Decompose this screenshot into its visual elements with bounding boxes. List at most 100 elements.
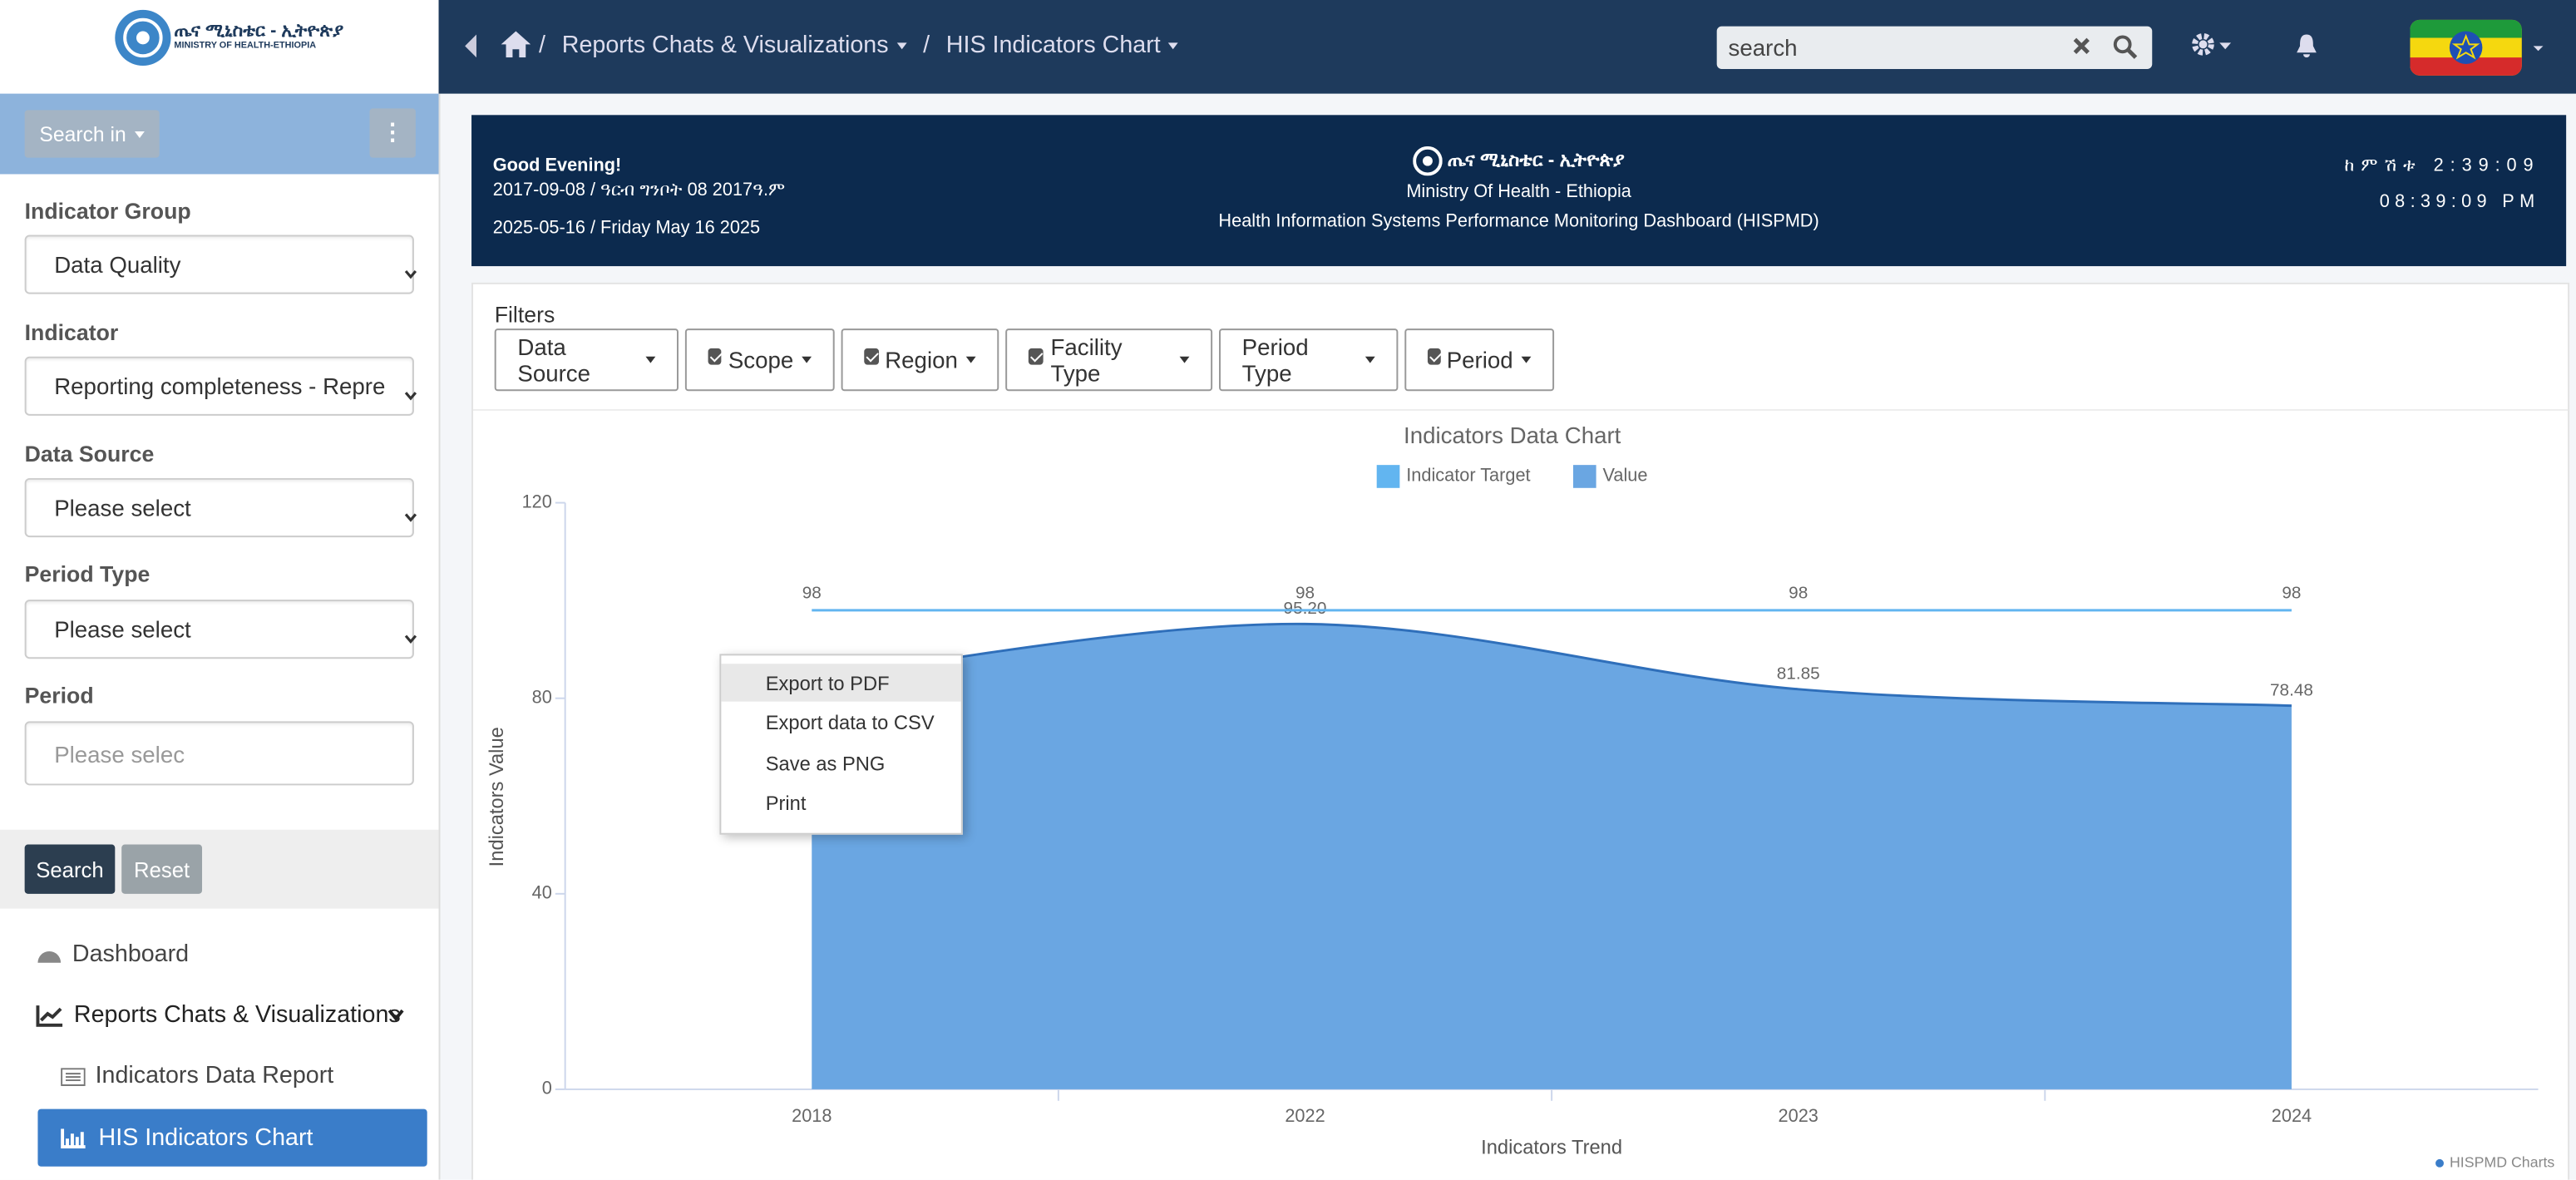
select-value: Please select — [54, 494, 191, 521]
menu-item[interactable]: Save as PNG — [765, 751, 886, 775]
home-icon[interactable] — [501, 31, 531, 58]
checkbox — [1028, 348, 1044, 365]
data-label: 98 — [1789, 584, 1808, 603]
menu-item[interactable]: Print — [765, 792, 807, 815]
caret — [1179, 356, 1190, 363]
nav-label: Reports Chats & Visualizations — [73, 1002, 401, 1029]
search-box[interactable]: search — [1716, 26, 2153, 69]
x-tick-label: 2023 — [1779, 1105, 1818, 1126]
field-label: Indicator Group — [24, 199, 191, 224]
checkbox — [708, 348, 722, 365]
org-amharic-text: ጤና ሚኒስቴር - ኢትዮጵያ — [1447, 151, 1625, 171]
checkbox — [864, 348, 879, 365]
logo-icon — [115, 9, 171, 67]
input[interactable]: Please selec — [24, 721, 414, 786]
breadcrumb-item[interactable]: Reports Chats & Visualizations — [561, 32, 889, 60]
org-amharic: ጤና ሚኒስቴር - ኢትዮጵያ — [471, 146, 2566, 176]
filter-button[interactable]: Scope — [684, 328, 835, 392]
y-axis-title: Indicators Value — [486, 727, 508, 866]
legend-label: Value — [1603, 465, 1648, 486]
filter-label: Facility Type — [1050, 333, 1123, 387]
field-label: Period — [24, 683, 94, 708]
select-value: Please select — [54, 615, 191, 643]
gregorian-date: 2025-05-16 / Friday May 16 2025 — [492, 218, 761, 239]
nav-label: Indicators Data Report — [95, 1063, 334, 1089]
time-amharic: ከምሽቱ 2:39:09 — [2344, 156, 2540, 176]
legend-swatch — [1572, 465, 1596, 488]
legend-label: Indicator Target — [1406, 465, 1530, 486]
filter-button[interactable]: Facility Type — [1005, 328, 1213, 392]
caret — [645, 356, 656, 363]
caret — [1364, 356, 1375, 363]
select[interactable]: Please select — [24, 477, 417, 538]
field-label: Data Source — [24, 442, 155, 467]
credits: HISPMD Charts — [2450, 1154, 2554, 1171]
nav-data-report[interactable]: Indicators Data Report — [61, 1061, 333, 1091]
org-name: Ministry Of Health - Ethiopia — [1406, 182, 1631, 203]
search-placeholder: search — [1728, 34, 1798, 62]
search-in-label: Search in — [39, 122, 126, 146]
select[interactable]: Data Quality — [24, 235, 417, 294]
filters-title: Filters — [494, 302, 555, 328]
filter-button[interactable]: Period — [1404, 328, 1555, 392]
x-tick-label: 2018 — [792, 1105, 832, 1126]
chart-title: Indicators Data Chart — [1404, 422, 1621, 448]
nav-his-chart[interactable]: HIS Indicators Chart — [37, 1108, 427, 1167]
y-tick-label: 80 — [532, 686, 552, 707]
field-label: Indicator — [24, 320, 119, 345]
select[interactable]: Please select — [24, 600, 417, 659]
value-area — [812, 624, 2292, 1089]
language-flag[interactable] — [2410, 19, 2544, 79]
caret — [802, 356, 812, 363]
system-name: Health Information Systems Performance M… — [1218, 211, 1819, 232]
settings-icon[interactable] — [2192, 33, 2234, 60]
search-in-button[interactable]: Search in — [24, 110, 160, 158]
filter-label: Region — [885, 346, 958, 373]
filter-label: Period — [1446, 346, 1513, 373]
y-tick-label: 0 — [542, 1078, 552, 1099]
filter-label: Scope — [728, 346, 794, 373]
sidebar: ጤና ሚኒስቴር - ኢትዮጵያ MINISTRY OF HEALTH-ETHI… — [0, 0, 441, 1180]
nav-label: Dashboard — [72, 941, 190, 968]
caret — [965, 356, 976, 363]
notifications-icon[interactable] — [2295, 33, 2318, 60]
top-bar: / Reports Chats & Visualizations / HIS Indi… — [438, 0, 2576, 94]
nav-label: HIS Indicators Chart — [98, 1124, 313, 1152]
x-tick-label: 2022 — [1285, 1105, 1325, 1126]
select[interactable]: Reporting completeness - Repre — [24, 356, 417, 416]
divider — [473, 408, 2569, 411]
breadcrumb: / Reports Chats & Visualizations / HIS Indi… — [539, 32, 1179, 60]
filter-label: Period Type — [1241, 333, 1309, 387]
y-tick-label: 40 — [532, 882, 552, 903]
legend-swatch — [1376, 465, 1400, 488]
greeting: Good Evening! — [492, 156, 622, 176]
nav-dashboard[interactable]: Dashboard — [36, 940, 189, 970]
logo-title: ጤና ሚኒስቴር - ኢትዮጵያ — [174, 21, 344, 42]
filter-button[interactable]: Region — [841, 328, 999, 392]
nav-reports[interactable]: Reports Chats & Visualizations — [36, 1000, 410, 1030]
select-value: Data Quality — [54, 251, 181, 278]
input-placeholder: Please selec — [54, 740, 185, 767]
more-button[interactable]: ⋮ — [369, 108, 416, 158]
field-label: Period Type — [24, 561, 151, 587]
back-icon[interactable] — [465, 34, 478, 58]
data-label: 98 — [1295, 584, 1315, 603]
time: 08:39:09 PM — [2379, 192, 2540, 212]
search-button[interactable]: Search — [24, 844, 116, 894]
checkbox — [1427, 348, 1440, 365]
filter-label: Data Source — [517, 333, 591, 387]
data-label: 95.20 — [1284, 599, 1327, 618]
menu-item[interactable]: Export to PDF — [721, 664, 961, 702]
ethiopian-date: 2017-09-08 / ዓርብ ግንቦት 08 2017ዓ.ም — [492, 180, 786, 201]
menu-item[interactable]: Export data to CSV — [765, 711, 935, 735]
data-label: 98 — [2282, 584, 2301, 603]
filter-button[interactable]: Data Source — [494, 328, 679, 392]
x-axis-title: Indicators Trend — [1481, 1137, 1622, 1158]
reset-button[interactable]: Reset — [121, 844, 203, 894]
breadcrumb-item[interactable]: HIS Indicators Chart — [945, 32, 1161, 60]
filter-button[interactable]: Period Type — [1219, 328, 1399, 392]
value-line — [812, 622, 2292, 708]
logo-subtitle: MINISTRY OF HEALTH-ETHIOPIA — [174, 41, 317, 52]
